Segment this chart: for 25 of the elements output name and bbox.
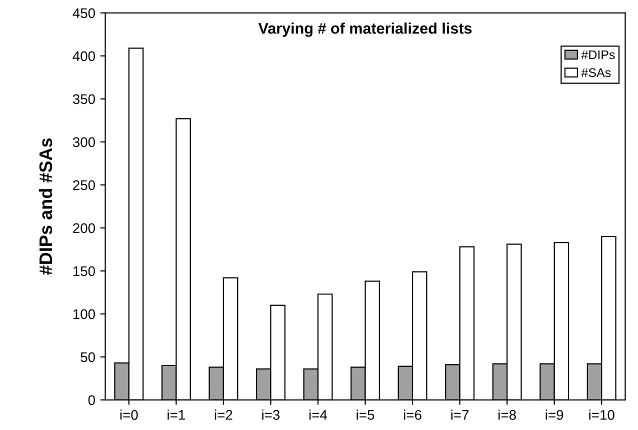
x-tick-label: i=5 <box>356 410 374 420</box>
y-axis-title: #DIPs and #SAs <box>38 138 52 275</box>
y-tick-label: 400 <box>72 51 96 62</box>
y-tick-label: 300 <box>72 137 96 148</box>
y-tick-label: 100 <box>73 309 96 320</box>
x-tick-label: i=2 <box>214 410 232 420</box>
legend-label: #SAs <box>581 68 611 78</box>
x-tick-label: i=9 <box>546 410 564 420</box>
x-tick-label: i=7 <box>451 410 469 420</box>
y-tick-label: 200 <box>73 223 96 234</box>
x-tick-label: i=3 <box>262 410 280 420</box>
x-tick-label: i=1 <box>168 410 185 420</box>
y-tick-label: 450 <box>72 8 96 18</box>
text: Varying # of materialized lists <box>258 22 472 37</box>
x-tick-label: i=6 <box>404 410 422 420</box>
y-tick-label: 150 <box>73 266 96 276</box>
y-tick-label: 250 <box>73 180 96 190</box>
x-tick-label: i=4 <box>309 410 328 420</box>
x-tick-label: i=10 <box>589 410 614 420</box>
legend-label: #DIPs <box>581 50 615 60</box>
x-tick-label: i=0 <box>120 410 138 420</box>
y-tick-label: 50 <box>80 352 96 362</box>
y-tick-label: 350 <box>72 94 96 104</box>
x-tick-label: i=8 <box>498 410 516 420</box>
y-tick-label: 0 <box>88 395 96 406</box>
